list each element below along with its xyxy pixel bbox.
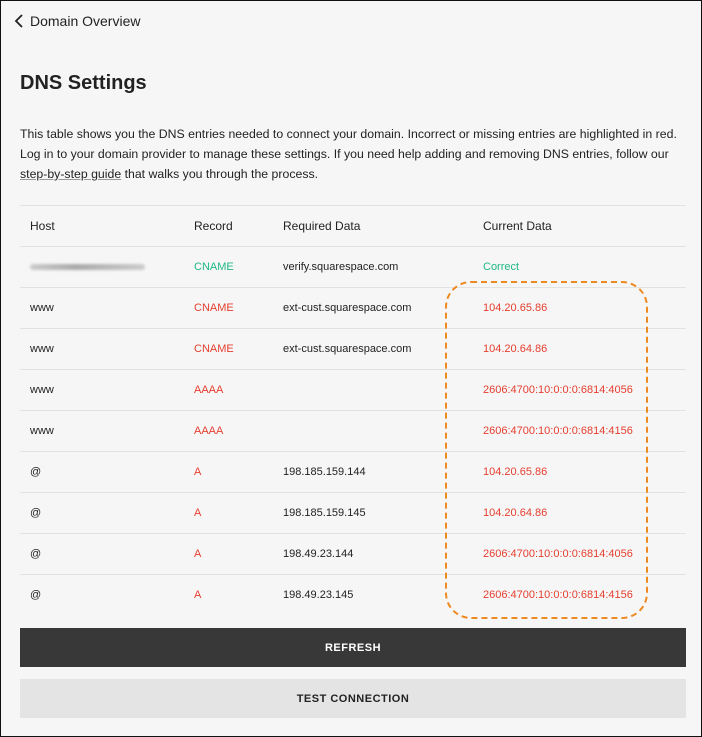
record-cell: A (194, 466, 202, 478)
back-link[interactable]: Domain Overview (14, 13, 140, 29)
host-value: www (30, 302, 54, 314)
required-data-cell: ext-cust.squarespace.com (283, 343, 412, 355)
current-data-cell: 2606:4700:10:0:0:0:6814:4156 (483, 589, 633, 602)
host-cell (20, 247, 194, 288)
record-cell: AAAA (194, 425, 224, 437)
table-row: @ A 198.185.159.144 104.20.65.86 (20, 451, 686, 493)
current-data-cell: 104.20.65.86 (483, 302, 548, 314)
table-row: www AAAA 2606:4700:10:0:0:0:6814:4056 (20, 369, 686, 411)
host-value: @ (30, 548, 42, 560)
redacted-host (30, 264, 145, 270)
record-cell: CNAME (194, 261, 234, 273)
record-cell: AAAA (194, 384, 224, 396)
host-cell: www (20, 288, 194, 329)
description-text-end: that walks you through the process. (121, 167, 319, 181)
refresh-button[interactable]: REFRESH (20, 628, 686, 667)
dns-table: Host Record Required Data Current Data C… (20, 205, 686, 616)
description-text: This table shows you the DNS entries nee… (20, 127, 677, 161)
record-cell: A (194, 507, 202, 519)
current-data-cell: 2606:4700:10:0:0:0:6814:4056 (483, 548, 633, 560)
host-value: @ (30, 507, 42, 519)
required-data-cell (273, 411, 473, 452)
table-row: @ A 198.49.23.145 2606:4700:10:0:0:0:681… (20, 574, 686, 616)
required-data-cell (273, 370, 473, 411)
record-cell: CNAME (194, 343, 234, 355)
required-data-cell: 198.49.23.145 (283, 589, 354, 602)
host-value: www (30, 425, 54, 437)
host-cell: @ (20, 534, 194, 575)
header-host: Host (30, 219, 55, 233)
host-cell: www (20, 370, 194, 411)
host-cell: www (20, 411, 194, 452)
required-data-cell: 198.185.159.145 (283, 507, 366, 519)
page-description: This table shows you the DNS entries nee… (20, 124, 686, 184)
current-data-cell: 2606:4700:10:0:0:0:6814:4056 (483, 384, 633, 396)
host-cell: @ (20, 452, 194, 493)
host-value: www (30, 384, 54, 396)
current-data-cell: 104.20.64.86 (483, 507, 548, 519)
page-title: DNS Settings (20, 72, 147, 94)
table-row: @ A 198.49.23.144 2606:4700:10:0:0:0:681… (20, 533, 686, 575)
host-cell: www (20, 329, 194, 370)
required-data-cell: ext-cust.squarespace.com (283, 302, 412, 314)
header-current-data: Current Data (483, 219, 552, 233)
host-value: www (30, 343, 54, 355)
host-cell: @ (20, 493, 194, 534)
table-row: www CNAME ext-cust.squarespace.com 104.2… (20, 328, 686, 370)
table-row: www CNAME ext-cust.squarespace.com 104.2… (20, 287, 686, 329)
record-cell: A (194, 548, 202, 560)
table-header: Host Record Required Data Current Data (20, 205, 686, 247)
host-value: @ (30, 589, 42, 602)
required-data-cell: verify.squarespace.com (283, 261, 399, 273)
header-record: Record (194, 219, 233, 233)
required-data-cell: 198.49.23.144 (283, 548, 354, 560)
current-data-cell: Correct (483, 261, 520, 273)
table-row: @ A 198.185.159.145 104.20.64.86 (20, 492, 686, 534)
host-value: @ (30, 466, 42, 478)
record-cell: A (194, 589, 202, 602)
table-row: www AAAA 2606:4700:10:0:0:0:6814:4156 (20, 410, 686, 452)
test-connection-button[interactable]: TEST CONNECTION (20, 679, 686, 718)
chevron-left-icon (14, 14, 23, 28)
current-data-cell: 104.20.65.86 (483, 466, 548, 478)
current-data-cell: 2606:4700:10:0:0:0:6814:4156 (483, 425, 633, 437)
header-required-data: Required Data (283, 219, 361, 233)
current-data-cell: 104.20.64.86 (483, 343, 548, 355)
guide-link[interactable]: step-by-step guide (20, 167, 122, 181)
back-label: Domain Overview (30, 13, 141, 29)
required-data-cell: 198.185.159.144 (283, 466, 366, 478)
table-row: CNAME verify.squarespace.com Correct (20, 246, 686, 288)
record-cell: CNAME (194, 302, 234, 314)
host-cell: @ (20, 575, 194, 616)
